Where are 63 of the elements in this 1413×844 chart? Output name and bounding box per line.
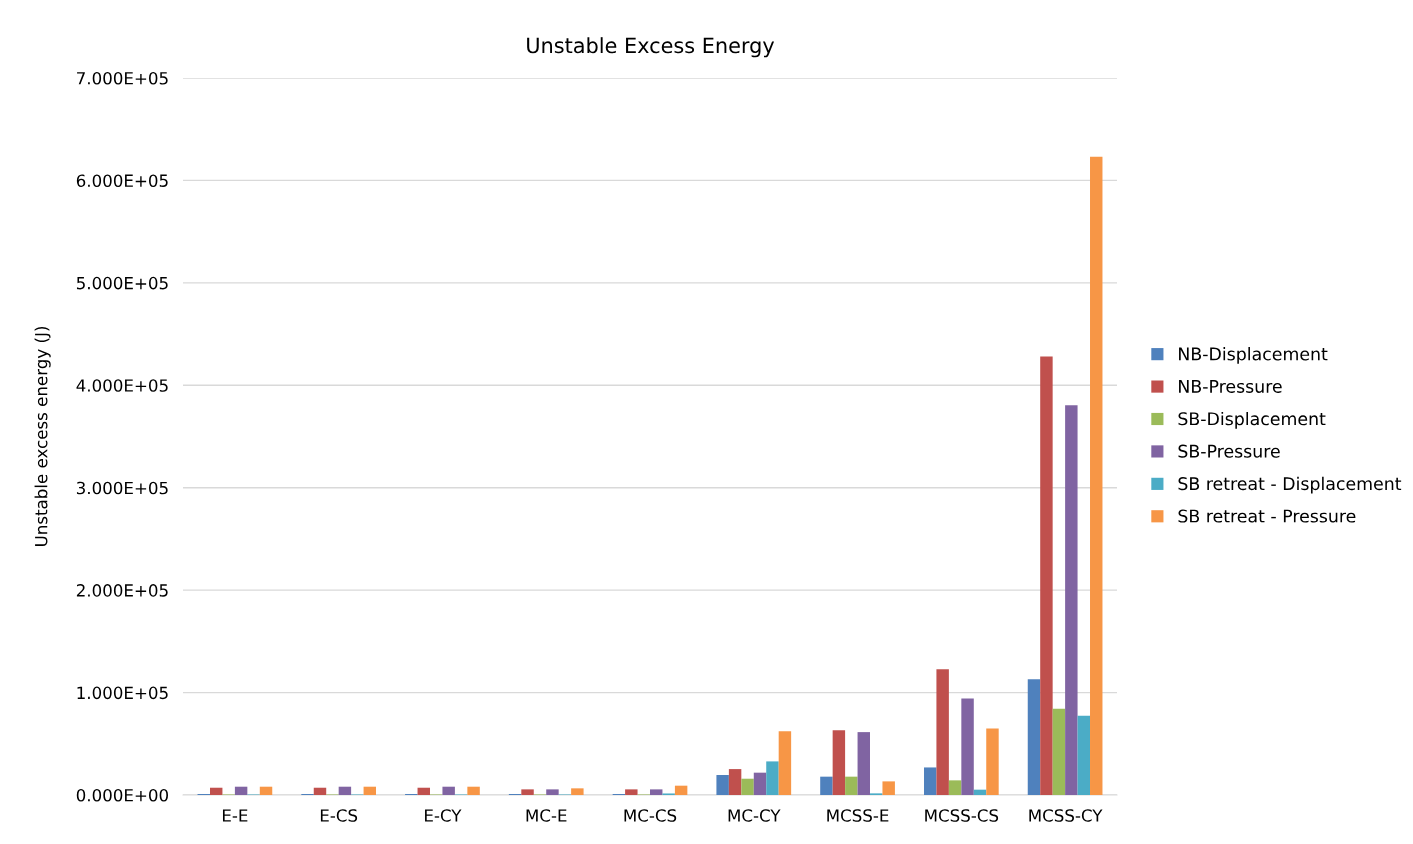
bar xyxy=(948,780,962,795)
legend-label: SB retreat - Displacement xyxy=(1178,476,1402,494)
bar xyxy=(234,786,248,795)
y-tick-label: 0.000E+00 xyxy=(76,788,168,802)
bar xyxy=(546,789,559,795)
bar xyxy=(766,761,779,795)
x-tick-label: E-E xyxy=(222,809,248,822)
y-axis-title: Unstable excess energy (J) xyxy=(34,327,51,546)
bar xyxy=(820,776,833,795)
bar xyxy=(338,786,352,795)
bar xyxy=(417,787,430,795)
x-tick-label: MC-E xyxy=(526,809,567,822)
chart-title: Unstable Excess Energy xyxy=(527,37,775,58)
bar xyxy=(832,730,846,795)
x-tick-label: E-CY xyxy=(425,809,462,822)
bar xyxy=(716,775,729,795)
bar xyxy=(923,767,937,795)
bar xyxy=(1052,708,1066,795)
legend-label: NB-Pressure xyxy=(1179,379,1282,393)
y-tick-label: 4.000E+05 xyxy=(76,379,168,392)
bar xyxy=(986,728,999,795)
bar xyxy=(571,788,584,795)
bar xyxy=(1027,679,1041,795)
legend-label: SB-Displacement xyxy=(1178,411,1326,429)
y-tick-label: 2.000E+05 xyxy=(76,584,168,597)
y-tick-label: 3.000E+05 xyxy=(76,481,168,495)
bar xyxy=(728,769,742,795)
bar xyxy=(1065,405,1078,795)
y-tick-label: 6.000E+05 xyxy=(76,174,168,187)
bar xyxy=(259,786,273,795)
bar xyxy=(313,787,327,795)
bar xyxy=(1077,715,1091,795)
legend-label: NB-Displacement xyxy=(1179,347,1328,364)
bar xyxy=(625,789,638,795)
bar xyxy=(363,786,377,795)
y-tick-label: 5.000E+05 xyxy=(76,276,168,290)
bar xyxy=(973,789,987,795)
bar xyxy=(1090,156,1103,795)
bar xyxy=(674,785,688,795)
bar xyxy=(753,772,767,795)
x-tick-label: MCSS-CY xyxy=(1029,809,1103,822)
x-tick-label: MCSS-E xyxy=(827,809,889,822)
bar xyxy=(882,781,895,795)
x-tick-label: MC-CS xyxy=(624,809,677,822)
bar xyxy=(209,787,223,795)
x-tick-label: E-CS xyxy=(320,809,358,822)
bar xyxy=(521,789,534,795)
bar xyxy=(741,778,754,795)
y-tick-label: 7.000E+05 xyxy=(77,71,168,85)
bar xyxy=(778,731,792,795)
bar xyxy=(467,786,480,795)
x-tick-label: MCSS-CS xyxy=(925,809,999,822)
bar xyxy=(1040,356,1053,795)
x-tick-label: MC-CY xyxy=(728,809,781,822)
bar xyxy=(650,789,663,795)
y-tick-label: 1.000E+05 xyxy=(77,686,168,700)
bar xyxy=(857,732,871,795)
legend-label: SB retreat - Pressure xyxy=(1178,509,1356,523)
bar xyxy=(936,669,949,795)
legend-label: SB-Pressure xyxy=(1178,444,1280,458)
bar xyxy=(845,776,858,795)
bar xyxy=(961,698,974,795)
bar xyxy=(442,786,455,795)
